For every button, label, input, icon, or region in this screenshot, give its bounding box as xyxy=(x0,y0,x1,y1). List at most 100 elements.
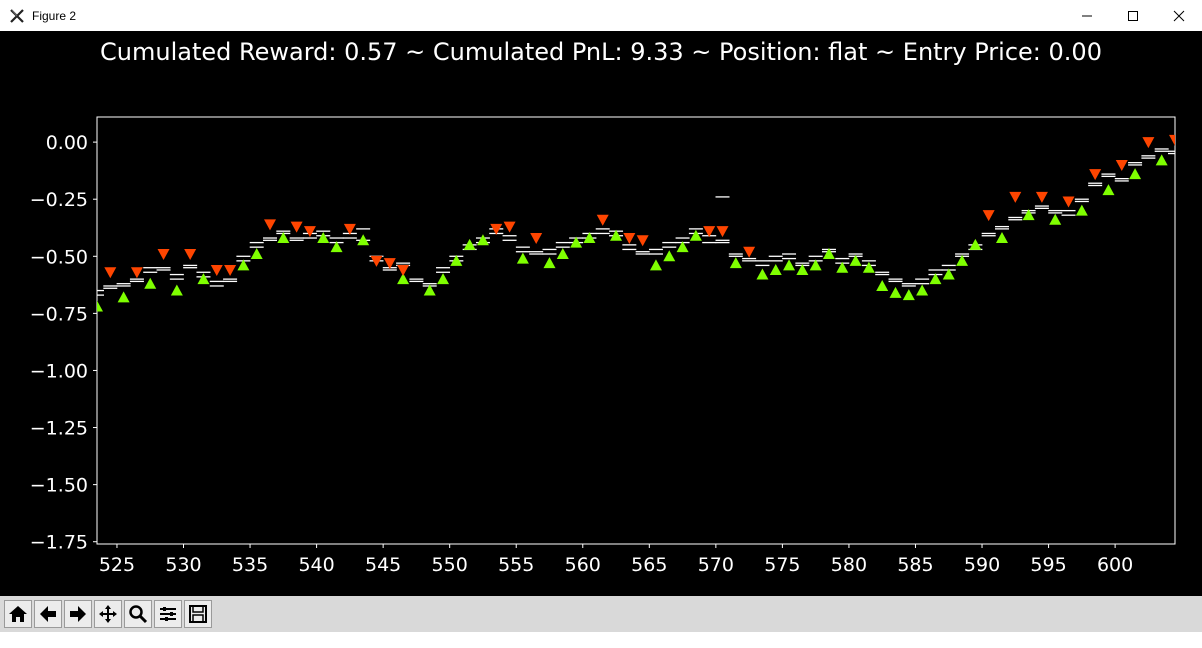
buy-marker xyxy=(969,238,982,250)
buy-marker xyxy=(570,236,583,248)
buy-marker xyxy=(1022,209,1035,221)
buy-marker xyxy=(450,254,463,266)
buy-marker xyxy=(277,232,290,244)
configure-subplots-button[interactable] xyxy=(154,600,182,628)
navigation-toolbar xyxy=(0,596,1202,632)
save-button[interactable] xyxy=(184,600,212,628)
sell-marker xyxy=(290,221,303,233)
window-title: Figure 2 xyxy=(32,8,77,23)
buy-marker xyxy=(849,254,862,266)
y-tick-label: −1.75 xyxy=(30,532,88,554)
buy-marker xyxy=(170,284,183,296)
pan-icon xyxy=(99,605,117,623)
sell-marker xyxy=(343,223,356,235)
x-tick-label: 570 xyxy=(698,554,734,576)
figure-title: Cumulated Reward: 0.57 ~ Cumulated PnL: … xyxy=(100,38,1102,66)
buy-marker xyxy=(1049,213,1062,225)
sell-marker xyxy=(104,267,117,279)
sell-marker xyxy=(530,233,543,245)
sell-marker xyxy=(157,249,170,261)
zoom-icon xyxy=(129,605,148,624)
zoom-button[interactable] xyxy=(124,600,152,628)
x-tick-label: 560 xyxy=(565,554,601,576)
sell-marker xyxy=(1009,191,1022,203)
sell-marker xyxy=(716,226,729,238)
axes-frame xyxy=(96,116,1176,545)
sell-marker xyxy=(184,249,197,261)
maximize-button[interactable] xyxy=(1110,0,1156,31)
buy-marker xyxy=(516,252,529,264)
chart-svg: 525 530 535 540 545 550 555 560 565 570 575 580 585 5… xyxy=(30,116,1176,576)
window-titlebar: Figure 2 xyxy=(0,0,1202,32)
buy-marker xyxy=(610,229,623,241)
sell-marker xyxy=(1142,137,1155,149)
buy-marker xyxy=(756,268,769,280)
buy-marker xyxy=(902,289,915,301)
buy-marker xyxy=(437,273,450,285)
sell-marker xyxy=(303,226,316,238)
x-tick-label: 550 xyxy=(432,554,468,576)
buy-marker xyxy=(463,238,476,250)
x-tick-label: 600 xyxy=(1097,554,1133,576)
buy-marker xyxy=(317,232,330,244)
buy-marker xyxy=(929,273,942,285)
buy-marker xyxy=(876,279,889,291)
buy-marker xyxy=(729,257,742,269)
sell-marker xyxy=(703,226,716,238)
x-tick-label: 545 xyxy=(365,554,401,576)
buy-marker xyxy=(117,291,130,303)
buy-marker xyxy=(97,300,103,312)
buy-marker xyxy=(397,273,410,285)
sell-marker xyxy=(1089,169,1102,181)
buy-marker xyxy=(942,268,955,280)
x-tick-label: 585 xyxy=(897,554,933,576)
buy-marker xyxy=(836,261,849,273)
x-tick-label: 535 xyxy=(232,554,268,576)
x-tick-label: 595 xyxy=(1030,554,1066,576)
buy-marker xyxy=(796,263,809,275)
sell-marker xyxy=(1115,159,1128,171)
pan-button[interactable] xyxy=(94,600,122,628)
figure-canvas[interactable]: Cumulated Reward: 0.57 ~ Cumulated PnL: … xyxy=(0,31,1202,596)
sell-marker xyxy=(596,214,609,226)
buy-marker xyxy=(862,261,875,273)
sell-marker xyxy=(224,264,237,276)
buy-marker xyxy=(676,241,689,253)
buy-marker xyxy=(197,273,210,285)
buy-marker xyxy=(956,254,969,266)
buy-marker xyxy=(995,232,1008,244)
y-tick-label: −1.50 xyxy=(30,475,88,497)
minimize-button[interactable] xyxy=(1064,0,1110,31)
back-button[interactable] xyxy=(34,600,62,628)
buy-marker xyxy=(809,259,822,271)
sell-marker xyxy=(490,223,503,235)
home-button[interactable] xyxy=(4,600,32,628)
buy-marker xyxy=(689,229,702,241)
x-tick-label: 525 xyxy=(99,554,135,576)
window-bottom-edge xyxy=(0,632,1202,648)
forward-button[interactable] xyxy=(64,600,92,628)
x-tick-label: 565 xyxy=(631,554,667,576)
buy-marker xyxy=(250,248,263,260)
x-tick-label: 530 xyxy=(165,554,201,576)
y-tick-label: −1.00 xyxy=(30,360,88,382)
x-tick-label: 580 xyxy=(831,554,867,576)
buy-marker xyxy=(1102,184,1115,196)
buy-marker xyxy=(330,241,343,253)
sell-marker xyxy=(1169,134,1175,146)
sell-marker xyxy=(397,264,410,276)
sell-marker xyxy=(636,235,649,247)
y-tick-label: 0.00 xyxy=(46,132,88,154)
sell-marker xyxy=(623,233,636,245)
buy-marker xyxy=(423,284,436,296)
back-arrow-icon xyxy=(40,606,56,622)
close-button[interactable] xyxy=(1156,0,1202,31)
sell-marker xyxy=(503,221,516,233)
sell-marker xyxy=(982,210,995,222)
sell-marker xyxy=(1062,196,1075,208)
y-tick-label: −0.50 xyxy=(30,246,88,268)
buy-marker xyxy=(889,286,902,298)
sell-marker xyxy=(210,264,223,276)
buy-marker xyxy=(476,234,489,246)
x-tick-label: 575 xyxy=(764,554,800,576)
